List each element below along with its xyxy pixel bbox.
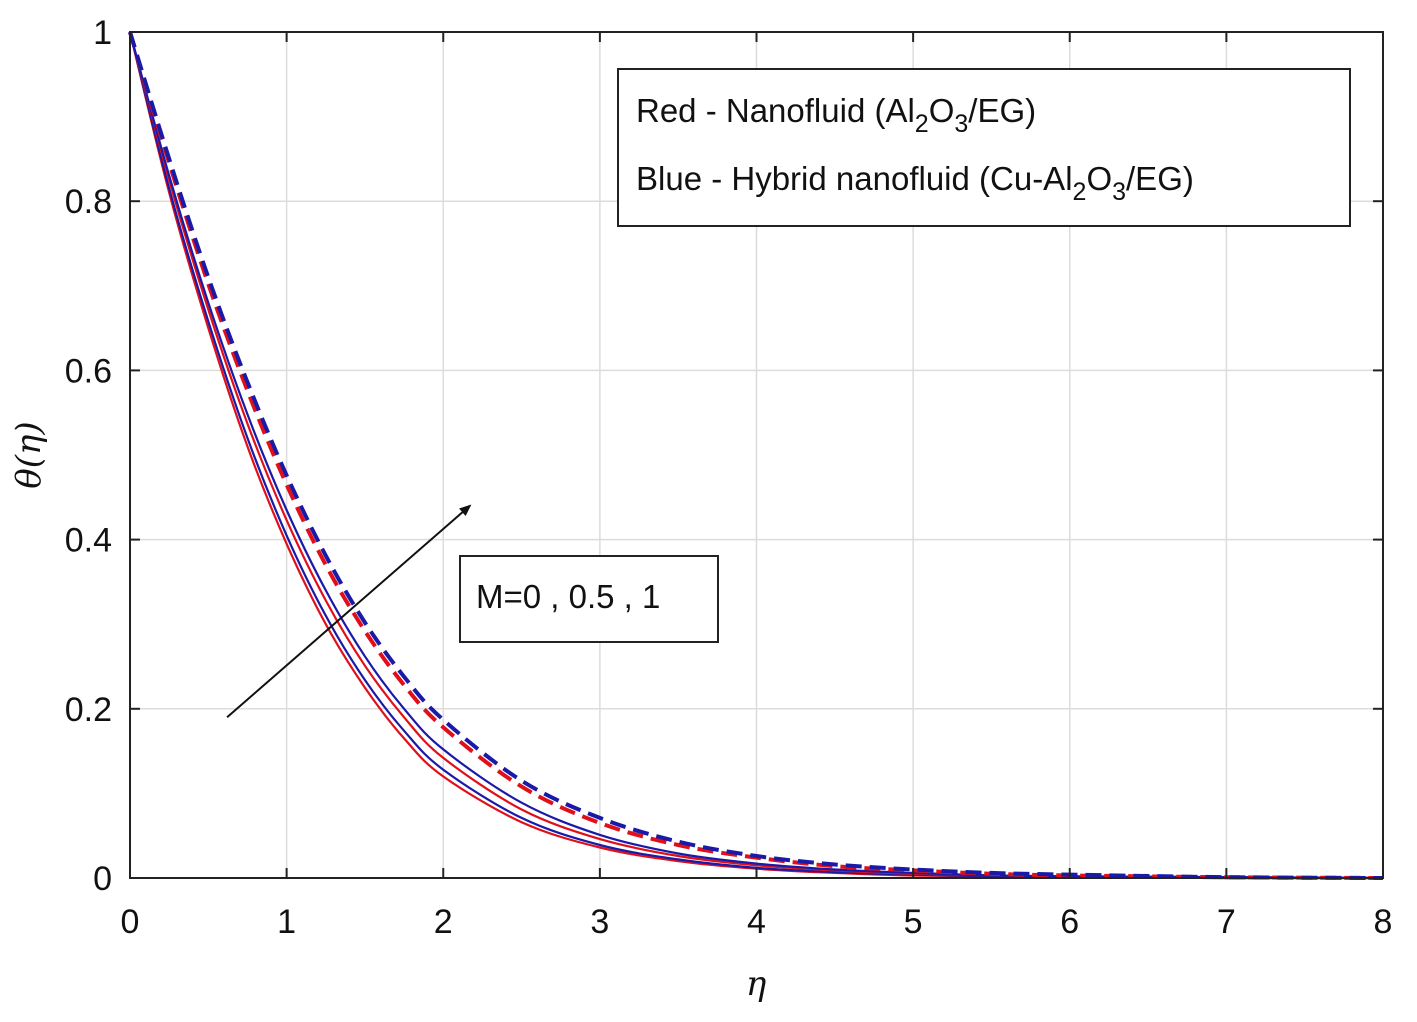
y-tick-label: 0 xyxy=(93,860,112,898)
legend: Red - Nanofluid (Al2O3/EG) Blue - Hybrid… xyxy=(617,68,1351,227)
x-tick-label: 8 xyxy=(1374,903,1393,941)
y-tick-label: 0.6 xyxy=(65,352,112,390)
legend-entry-red: Red - Nanofluid (Al2O3/EG) xyxy=(636,92,1036,138)
legend-blue-post: /EG) xyxy=(1126,160,1194,197)
legend-entry-blue: Blue - Hybrid nanofluid (Cu-Al2O3/EG) xyxy=(636,160,1194,206)
legend-red-mid: O xyxy=(929,92,955,129)
annotation-text: M=0 , 0.5 , 1 xyxy=(476,578,660,615)
legend-red-sub1: 2 xyxy=(915,110,929,138)
x-tick-label: 1 xyxy=(277,903,296,941)
y-tick-label: 0.2 xyxy=(65,691,112,729)
annotation: M=0 , 0.5 , 1 xyxy=(459,555,719,643)
y-tick-label: 0.4 xyxy=(65,522,112,560)
x-axis-label: η xyxy=(746,964,767,1004)
legend-blue-pre: Blue - Hybrid nanofluid (Cu-Al xyxy=(636,160,1073,197)
legend-blue-mid: O xyxy=(1086,160,1112,197)
x-tick-label: 2 xyxy=(434,903,453,941)
annotation-arrow xyxy=(226,504,472,719)
x-tick-label: 3 xyxy=(590,903,609,941)
x-tick-label: 0 xyxy=(121,903,140,941)
ticks: 0 1 2 3 4 5 6 7 800.20.40.60.81 xyxy=(65,14,1393,941)
x-tick-label: 6 xyxy=(1060,903,1079,941)
series-group xyxy=(128,31,1384,880)
y-tick-label: 0.8 xyxy=(65,183,112,221)
legend-red-pre: Red - Nanofluid (Al xyxy=(636,92,915,129)
series-line-blue-dashed-5 xyxy=(128,31,1384,880)
annotation-box xyxy=(459,555,719,643)
legend-red-sub2: 3 xyxy=(954,110,968,138)
x-tick-label: 4 xyxy=(747,903,766,941)
x-tick-label: 7 xyxy=(1217,903,1236,941)
y-tick-label: 1 xyxy=(93,14,112,52)
legend-blue-sub2: 3 xyxy=(1112,178,1126,206)
x-tick-label: 5 xyxy=(904,903,923,941)
legend-red-post: /EG) xyxy=(968,92,1036,129)
legend-box xyxy=(617,68,1351,227)
y-axis-label: θ(η) xyxy=(9,421,49,488)
legend-blue-sub1: 2 xyxy=(1073,178,1087,206)
